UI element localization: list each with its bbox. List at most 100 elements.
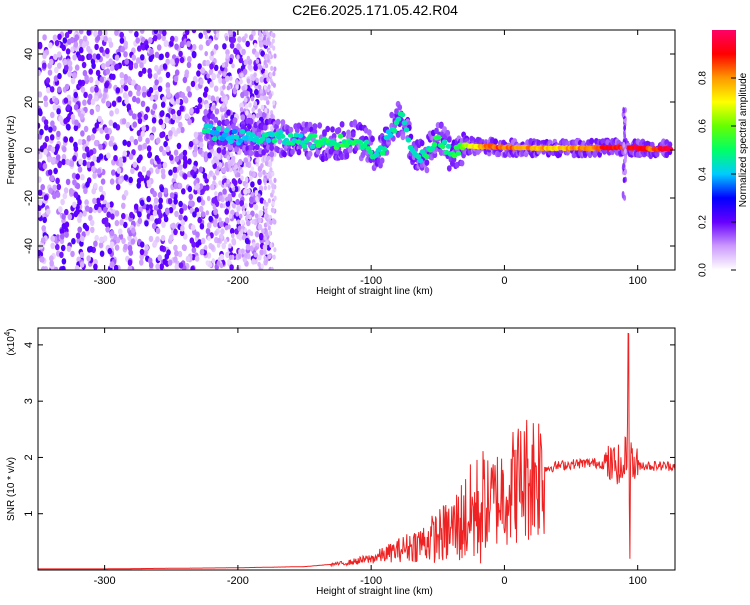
noise-speck — [99, 76, 104, 83]
noise-speck — [239, 200, 244, 207]
noise-speck — [96, 168, 102, 175]
ridge-dot — [381, 146, 388, 152]
noise-speck — [270, 266, 274, 270]
noise-speck — [62, 192, 68, 200]
noise-speck — [110, 213, 115, 220]
noise-speck — [86, 255, 91, 262]
noise-speck — [159, 263, 164, 270]
noise-speck — [89, 219, 95, 226]
noise-speck — [92, 155, 97, 162]
noise-speck — [244, 252, 248, 259]
x-tick-label: 100 — [629, 575, 647, 587]
noise-speck — [141, 125, 147, 132]
noise-speck — [162, 161, 168, 169]
noise-speck — [229, 264, 234, 270]
noise-speck — [47, 69, 53, 76]
noise-speck — [258, 41, 264, 48]
x-tick-label: -300 — [94, 275, 116, 287]
noise-speck — [70, 77, 76, 85]
noise-speck — [54, 39, 60, 47]
noise-speck — [214, 218, 218, 224]
noise-speck — [173, 75, 179, 83]
noise-speck — [55, 191, 61, 198]
ridge-dot — [211, 136, 218, 142]
y-tick-label: -20 — [23, 190, 35, 206]
noise-speck — [272, 45, 276, 51]
noise-speck — [231, 36, 236, 43]
noise-speck — [258, 217, 262, 223]
noise-speck — [265, 156, 269, 162]
noise-speck — [271, 171, 275, 177]
noise-speck — [135, 57, 141, 64]
noise-speck — [77, 166, 83, 173]
noise-speck — [67, 113, 72, 120]
noise-speck — [272, 100, 276, 106]
noise-speck — [205, 260, 210, 266]
snr-background — [38, 328, 675, 570]
noise-speck — [188, 193, 194, 200]
noise-speck — [231, 233, 235, 239]
noise-speck — [140, 36, 146, 44]
noise-speck — [62, 146, 67, 153]
noise-speck — [243, 59, 249, 66]
noise-speck — [57, 33, 62, 40]
noise-speck — [125, 121, 131, 129]
noise-speck — [220, 90, 224, 96]
noise-speck — [48, 187, 53, 194]
noise-speck — [263, 199, 267, 205]
noise-speck — [144, 244, 149, 251]
ridge-dot — [391, 128, 398, 134]
noise-speck — [59, 251, 64, 258]
y-tick-label: 3 — [23, 398, 35, 404]
noise-speck — [179, 207, 184, 215]
ridge-dot — [363, 139, 370, 145]
noise-speck — [54, 145, 59, 153]
noise-speck — [253, 42, 258, 48]
halo-speck — [288, 126, 294, 134]
noise-speck — [101, 217, 107, 225]
noise-speck — [174, 69, 180, 76]
noise-speck — [211, 72, 216, 80]
noise-speck — [114, 30, 119, 36]
noise-speck — [240, 228, 244, 234]
noise-speck — [198, 205, 204, 213]
noise-speck — [174, 263, 180, 270]
ridge-dot — [435, 134, 442, 140]
noise-speck — [267, 198, 271, 204]
noise-speck — [50, 146, 56, 153]
noise-speck — [208, 215, 213, 223]
noise-speck — [174, 57, 180, 64]
noise-speck — [105, 133, 110, 140]
noise-speck — [211, 258, 216, 264]
noise-speck — [162, 96, 167, 103]
noise-speck — [196, 211, 201, 219]
halo-speck — [223, 139, 228, 146]
noise-speck — [239, 107, 244, 113]
x-axis-label: Height of straight line (km) — [316, 586, 433, 597]
noise-speck — [38, 204, 42, 211]
noise-speck — [69, 160, 75, 167]
noise-speck — [197, 216, 202, 224]
spike-speck — [622, 177, 626, 184]
noise-speck — [170, 108, 176, 116]
noise-speck — [53, 266, 59, 270]
colorbar-tick-label: 0.6 — [698, 119, 709, 133]
noise-speck — [221, 103, 225, 109]
noise-speck — [39, 128, 44, 136]
noise-speck — [184, 113, 190, 120]
noise-speck — [159, 110, 164, 118]
noise-speck — [214, 191, 218, 197]
halo-speck — [247, 123, 252, 130]
noise-speck — [61, 223, 67, 230]
noise-speck — [140, 54, 145, 61]
noise-speck — [73, 124, 79, 132]
noise-speck — [222, 43, 227, 50]
noise-speck — [273, 195, 277, 201]
noise-speck — [69, 36, 75, 44]
figure-title: C2E6.2025.171.05.42.R04 — [292, 2, 458, 18]
noise-speck — [208, 38, 212, 44]
noise-speck — [105, 68, 111, 75]
ridge-dot — [431, 142, 438, 148]
noise-speck — [264, 69, 269, 75]
